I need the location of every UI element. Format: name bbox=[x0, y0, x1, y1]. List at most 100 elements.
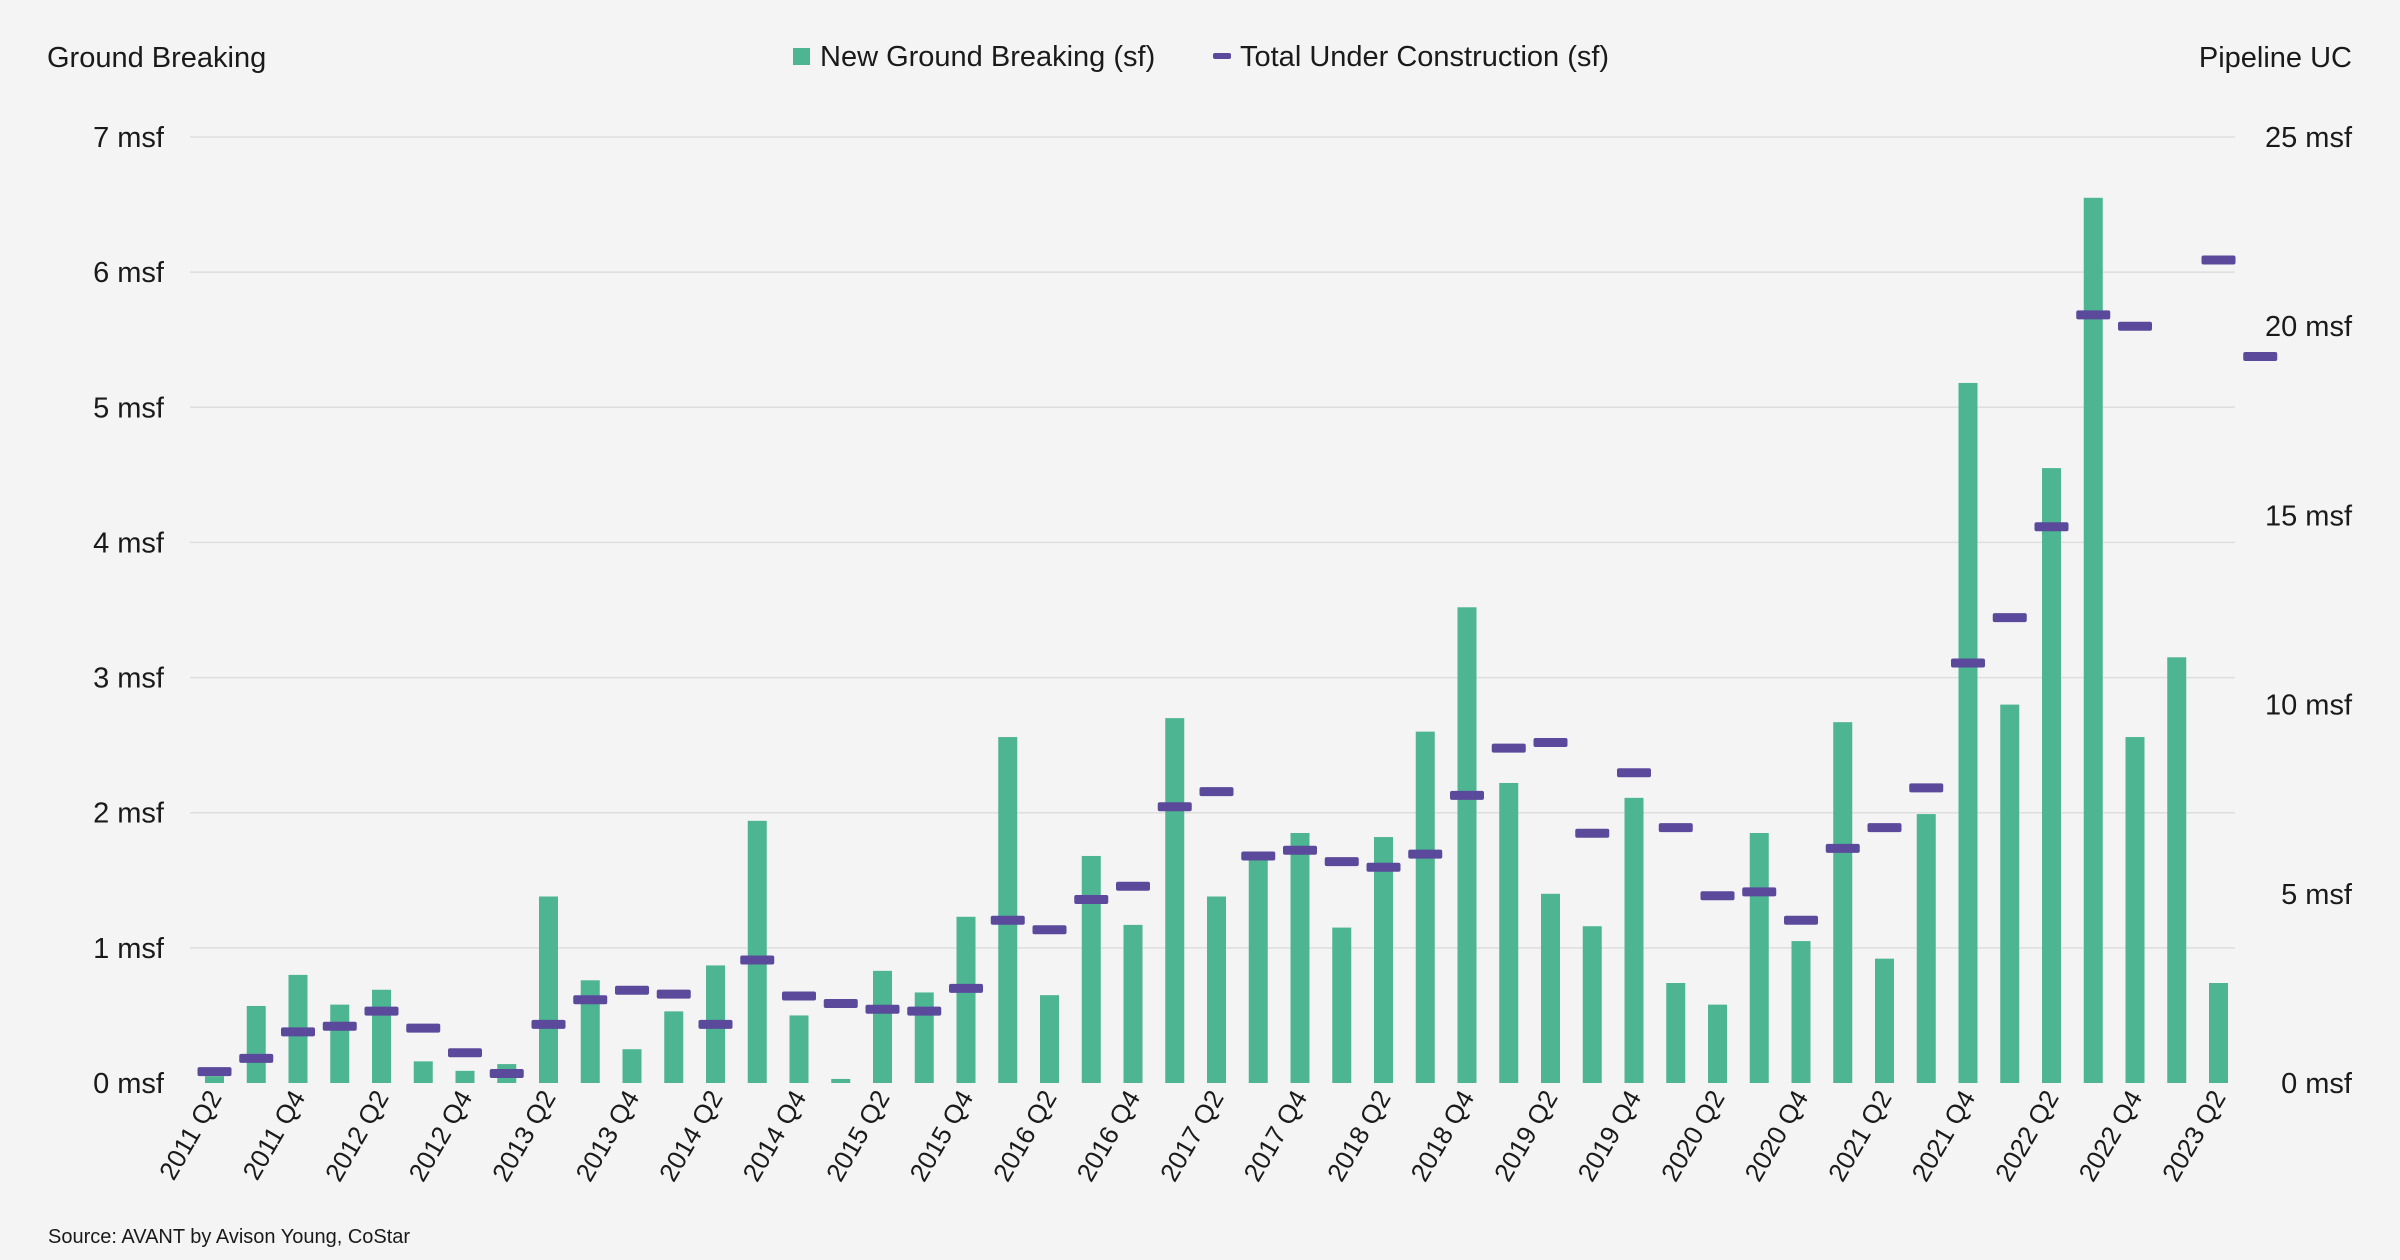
bar bbox=[956, 916, 976, 1083]
bar bbox=[1541, 893, 1560, 1083]
marker bbox=[1909, 783, 1944, 793]
x-tick-label: 2017 Q2 bbox=[1154, 1085, 1230, 1186]
bar bbox=[1624, 797, 1644, 1083]
bar bbox=[873, 970, 892, 1083]
marker bbox=[1032, 925, 1067, 935]
left-axis-ticks: 0 msf 1 msf 2 msf 3 msf 4 msf 5 msf 6 msf 7 msf bbox=[93, 122, 165, 1100]
bar-series bbox=[205, 197, 2228, 1084]
bar bbox=[1582, 926, 1602, 1083]
marker bbox=[865, 1004, 900, 1014]
marker bbox=[2034, 522, 2069, 532]
bar bbox=[1916, 814, 1936, 1083]
bar bbox=[831, 1078, 851, 1083]
left-tick-label: 5 msf bbox=[93, 392, 165, 424]
left-tick-label: 0 msf bbox=[93, 1068, 165, 1100]
x-tick-label: 2013 Q2 bbox=[486, 1085, 562, 1186]
marker bbox=[740, 955, 775, 965]
x-tick-label: 2012 Q4 bbox=[402, 1085, 478, 1186]
marker bbox=[2076, 310, 2111, 320]
bar bbox=[914, 992, 934, 1083]
x-tick-label: 2014 Q4 bbox=[736, 1085, 812, 1186]
marker bbox=[531, 1019, 566, 1029]
marker bbox=[656, 989, 691, 999]
marker bbox=[364, 1006, 399, 1016]
bar bbox=[747, 820, 767, 1083]
bar bbox=[1248, 853, 1268, 1083]
marker bbox=[1825, 843, 1860, 853]
bar bbox=[1290, 832, 1310, 1083]
x-tick-label: 2019 Q4 bbox=[1571, 1085, 1647, 1186]
marker bbox=[1951, 658, 1985, 668]
marker bbox=[197, 1067, 232, 1077]
bar bbox=[205, 1076, 224, 1083]
x-tick-label: 2013 Q4 bbox=[569, 1085, 645, 1186]
marker bbox=[1450, 790, 1484, 800]
marker bbox=[573, 995, 608, 1005]
right-tick-label: 5 msf bbox=[2281, 879, 2353, 911]
marker bbox=[823, 999, 858, 1009]
bar bbox=[2083, 197, 2103, 1084]
x-tick-label: 2018 Q2 bbox=[1321, 1085, 1397, 1186]
bar bbox=[455, 1070, 475, 1083]
bar bbox=[246, 1005, 266, 1083]
right-axis-title: Pipeline UC bbox=[2199, 42, 2352, 74]
x-tick-label: 2021 Q2 bbox=[1822, 1085, 1898, 1186]
marker bbox=[489, 1069, 524, 1079]
marker bbox=[1157, 802, 1192, 812]
bar bbox=[1666, 982, 1686, 1083]
bar bbox=[789, 1015, 809, 1083]
x-tick-label: 2014 Q2 bbox=[653, 1085, 729, 1186]
bar bbox=[1457, 607, 1477, 1083]
x-tick-label: 2011 Q4 bbox=[236, 1085, 311, 1185]
bar bbox=[2167, 657, 2187, 1083]
marker bbox=[1408, 849, 1443, 859]
marker bbox=[1199, 787, 1234, 797]
bar bbox=[372, 989, 391, 1083]
legend-marker-label: Total Under Construction (sf) bbox=[1240, 41, 1609, 73]
right-tick-label: 0 msf bbox=[2281, 1068, 2353, 1100]
marker bbox=[322, 1021, 357, 1031]
marker bbox=[1533, 737, 1568, 747]
marker bbox=[2118, 321, 2152, 331]
right-tick-label: 10 msf bbox=[2265, 690, 2353, 722]
x-tick-label: 2018 Q4 bbox=[1404, 1085, 1480, 1186]
marker bbox=[1116, 881, 1150, 891]
bar bbox=[2209, 982, 2228, 1083]
bar bbox=[1081, 855, 1101, 1083]
marker bbox=[281, 1027, 315, 1037]
marker bbox=[615, 985, 649, 995]
marker bbox=[2243, 351, 2278, 361]
bar bbox=[413, 1061, 433, 1083]
marker bbox=[1366, 862, 1401, 872]
left-tick-label: 4 msf bbox=[93, 527, 165, 559]
x-axis-ticks: 2011 Q2 2011 Q4 2012 Q2 2012 Q4 2013 Q2 2013 … bbox=[153, 1085, 2232, 1186]
marker bbox=[1324, 857, 1359, 867]
x-tick-label: 2022 Q2 bbox=[1989, 1085, 2065, 1186]
marker bbox=[1658, 823, 1693, 833]
left-axis-title: Ground Breaking bbox=[47, 42, 266, 74]
left-tick-label: 3 msf bbox=[93, 663, 165, 695]
x-tick-label: 2017 Q4 bbox=[1237, 1085, 1313, 1186]
x-tick-label: 2020 Q2 bbox=[1655, 1085, 1731, 1186]
marker bbox=[1491, 743, 1526, 753]
bar bbox=[539, 896, 558, 1083]
x-tick-label: 2016 Q4 bbox=[1070, 1085, 1146, 1186]
bar bbox=[1207, 896, 1226, 1083]
marker bbox=[1992, 613, 2027, 623]
right-tick-label: 20 msf bbox=[2265, 311, 2353, 343]
bar bbox=[330, 1004, 350, 1083]
bar bbox=[1833, 722, 1853, 1083]
marker bbox=[1700, 891, 1735, 901]
bar bbox=[1708, 1004, 1727, 1083]
bar bbox=[2125, 737, 2145, 1083]
marker bbox=[406, 1023, 441, 1033]
x-tick-label: 2011 Q2 bbox=[153, 1085, 228, 1185]
marker bbox=[990, 915, 1025, 925]
legend-bar-swatch bbox=[793, 48, 810, 65]
right-tick-label: 15 msf bbox=[2265, 500, 2353, 532]
bar bbox=[1875, 958, 1894, 1083]
bar bbox=[1040, 995, 1059, 1083]
bar bbox=[1958, 382, 1978, 1084]
bar bbox=[1415, 731, 1435, 1083]
